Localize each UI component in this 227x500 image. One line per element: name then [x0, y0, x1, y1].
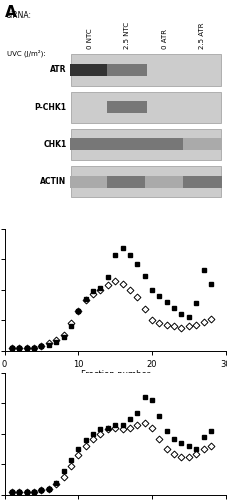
Text: siRNA:: siRNA: — [7, 11, 32, 20]
Bar — [144, 138, 184, 150]
Text: ACTIN: ACTIN — [40, 177, 66, 186]
Bar — [69, 176, 109, 188]
Bar — [107, 64, 147, 76]
Bar — [182, 138, 221, 150]
Bar — [71, 54, 220, 86]
Bar — [71, 92, 220, 123]
Bar — [107, 138, 147, 150]
Bar — [144, 176, 184, 188]
Text: 2.5 NTC: 2.5 NTC — [124, 22, 130, 50]
X-axis label: Fraction number: Fraction number — [80, 370, 149, 379]
Text: 0 ATR: 0 ATR — [161, 30, 167, 50]
Text: 2.5 ATR: 2.5 ATR — [199, 23, 205, 50]
Text: A: A — [5, 5, 16, 20]
Bar — [71, 129, 220, 160]
Bar — [71, 166, 220, 198]
Bar — [69, 138, 109, 150]
Text: CHK1: CHK1 — [43, 140, 66, 149]
Text: ATR: ATR — [50, 66, 66, 74]
Bar — [107, 176, 147, 188]
Bar — [69, 64, 109, 76]
Bar — [107, 101, 147, 113]
Bar — [182, 176, 221, 188]
Text: UVC (J/m²):: UVC (J/m²): — [7, 50, 45, 57]
Text: 0 NTC: 0 NTC — [86, 28, 92, 50]
Text: P-CHK1: P-CHK1 — [34, 102, 66, 112]
